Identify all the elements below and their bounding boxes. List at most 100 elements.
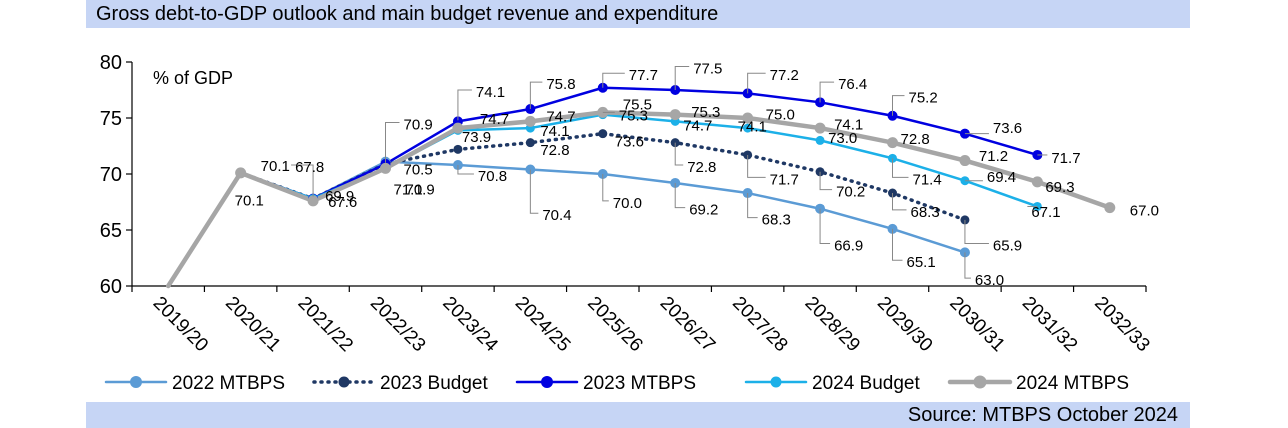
- data-label: 67.6: [328, 194, 357, 211]
- legend-marker-4: [973, 375, 987, 389]
- data-point-4: [235, 167, 247, 179]
- source-bar: Source: MTBPS October 2024: [86, 402, 1190, 428]
- legend-label: 2023 Budget: [380, 373, 488, 394]
- data-label-leader: [892, 158, 909, 178]
- data-label-leader: [529, 81, 543, 110]
- data-label: 68.3: [911, 204, 940, 221]
- data-label-leader: [602, 72, 625, 88]
- x-tick-label: 2020/21: [221, 293, 284, 356]
- data-label-leader: [291, 164, 314, 197]
- data-label: 77.2: [770, 67, 799, 84]
- data-label: 73.9: [462, 129, 491, 146]
- data-label: 71.7: [770, 171, 799, 188]
- data-label: 75.3: [691, 104, 720, 121]
- chart-title: Gross debt-to-GDP outlook and main budge…: [96, 3, 719, 25]
- data-point-4: [669, 109, 681, 121]
- data-label-leader: [819, 171, 833, 191]
- legend-marker-0: [130, 376, 142, 388]
- y-tick-label: 70: [100, 164, 122, 186]
- legend-label: 2022 MTBPS: [172, 373, 285, 394]
- data-label: 71.4: [913, 171, 942, 188]
- series-line-4: [165, 110, 1113, 289]
- series-line-2: [239, 86, 1039, 200]
- x-tick-label: 2025/26: [583, 293, 646, 356]
- x-tick-label: 2021/22: [294, 293, 357, 356]
- data-label: 74.1: [834, 116, 863, 133]
- data-label: 70.2: [836, 184, 865, 201]
- data-point-4: [814, 122, 826, 134]
- data-label: 75.2: [909, 90, 938, 107]
- data-label: 73.6: [615, 133, 644, 150]
- series-line-3: [239, 113, 1039, 208]
- data-label: 75.0: [766, 106, 795, 123]
- data-label-leader: [964, 219, 989, 244]
- title-bar: Gross debt-to-GDP outlook and main budge…: [86, 0, 1190, 28]
- data-label: 70.9: [404, 116, 433, 133]
- data-label: 72.8: [540, 142, 569, 159]
- data-label: 71.2: [979, 148, 1008, 165]
- legend-marker-2: [541, 376, 553, 388]
- data-label-leader: [674, 65, 690, 90]
- data-label: 69.2: [689, 202, 718, 219]
- data-label: 69.9: [325, 188, 354, 205]
- data-label-leader: [674, 182, 686, 209]
- data-label: 67.1: [1031, 204, 1060, 221]
- data-label-leader: [674, 142, 684, 166]
- data-label: 72.8: [901, 131, 930, 148]
- data-label-leader: [457, 89, 472, 121]
- x-tick-label: 2019/20: [149, 293, 212, 356]
- x-tick-label: 2022/23: [366, 293, 429, 356]
- data-label: 70.5: [404, 161, 433, 178]
- x-tick-label: 2032/33: [1090, 293, 1153, 356]
- data-label-leader: [747, 193, 758, 219]
- x-tick-label: 2027/28: [728, 293, 791, 356]
- data-label: 77.7: [629, 67, 658, 84]
- y-tick-label: 65: [100, 220, 122, 242]
- x-tick-label: 2030/31: [945, 293, 1008, 356]
- data-point-1: [598, 129, 608, 139]
- x-tick-label: 2029/30: [873, 293, 936, 356]
- data-point-4: [1031, 176, 1043, 188]
- x-tick-label: 2026/27: [656, 293, 719, 356]
- data-label: 73.0: [828, 130, 857, 147]
- data-label: 75.5: [623, 96, 652, 113]
- data-label: 73.6: [993, 120, 1022, 137]
- data-label: 74.7: [546, 109, 575, 126]
- data-label: 74.7: [683, 118, 712, 135]
- data-label-leader: [747, 154, 766, 178]
- data-point-1: [525, 138, 535, 148]
- data-label-leader: [457, 165, 474, 175]
- legend-marker-1: [338, 376, 350, 388]
- data-point-1: [453, 144, 463, 154]
- x-tick-label: 2023/24: [438, 293, 502, 357]
- data-point-3: [743, 123, 753, 133]
- data-label: 76.4: [838, 76, 867, 93]
- data-label-leader: [819, 208, 831, 244]
- data-label: 72.8: [687, 159, 716, 176]
- data-label-leader: [819, 81, 835, 103]
- data-label: 70.1: [235, 193, 264, 210]
- y-tick-label: 60: [100, 276, 122, 298]
- legend-marker-3: [770, 376, 782, 388]
- y-tick-label: 75: [100, 108, 122, 130]
- data-label-leader: [385, 121, 400, 163]
- data-label-leader: [602, 174, 609, 202]
- data-label: 74.1: [738, 119, 767, 136]
- data-label: 70.4: [542, 207, 571, 224]
- data-label: 63.0: [975, 272, 1004, 289]
- x-tick-label: 2024/25: [511, 293, 574, 356]
- data-label-leader: [892, 193, 907, 211]
- data-label: 74.1: [476, 84, 505, 101]
- data-label: 71.7: [1051, 150, 1080, 167]
- data-point-4: [452, 122, 464, 134]
- data-label-leader: [892, 228, 903, 261]
- data-point-3: [815, 135, 825, 145]
- data-label-leader: [529, 169, 539, 214]
- legend-label: 2023 MTBPS: [583, 373, 696, 394]
- data-label: 71.1: [394, 181, 423, 198]
- source-note: Source: MTBPS October 2024: [907, 404, 1178, 426]
- data-point-4: [307, 195, 319, 207]
- data-point-4: [380, 162, 391, 174]
- data-label: 65.1: [907, 254, 936, 271]
